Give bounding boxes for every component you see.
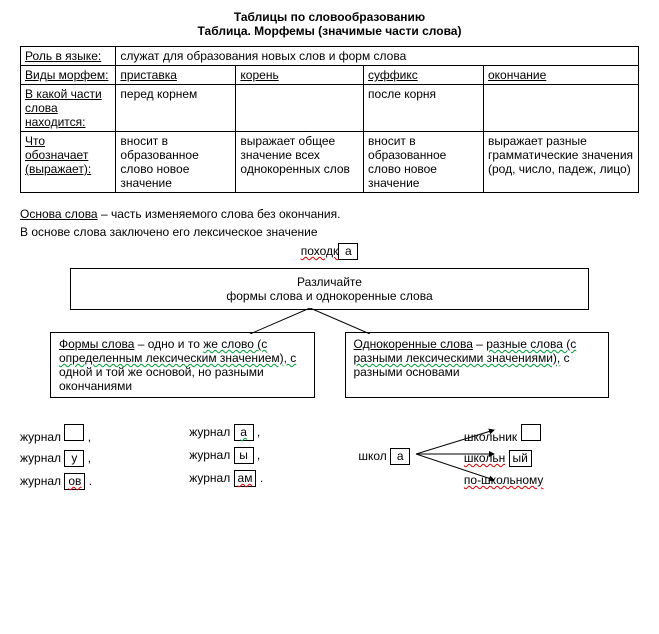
cell-r1c2: служат для образования новых слов и форм… [116, 47, 639, 66]
cell-r3c1: В какой части слова находится: [21, 85, 116, 132]
cell-r4c1: Что обозначает (выражает): [21, 132, 116, 193]
morpheme-table: Роль в языке: служат для образования нов… [20, 46, 639, 193]
cell-r2c2: приставка [116, 66, 236, 85]
cell-r2c3: корень [236, 66, 364, 85]
title-line2: Таблица. Морфемы (значимые части слова) [20, 24, 639, 38]
split-arrows [20, 310, 639, 332]
cell-r1c1: Роль в языке: [21, 47, 116, 66]
diagram-left-box: Формы слова – одно и то же слово (с опре… [50, 332, 315, 398]
cell-r2c4: суффикс [364, 66, 484, 85]
osnova-line2: В основе слова заключено его лексическое… [20, 225, 639, 239]
cell-r3c3 [236, 85, 364, 132]
example-pokhodka: походка [20, 243, 639, 260]
cell-r3c2: перед корнем [116, 85, 236, 132]
cell-r2c5: окончание [484, 66, 639, 85]
title-line1: Таблицы по словообразованию [20, 10, 639, 24]
cell-r3c4: после корня [364, 85, 484, 132]
cell-r4c4: вносит в образованное слово новое значен… [364, 132, 484, 193]
diagram-right-box: Однокоренные слова – разные слова (с раз… [345, 332, 610, 398]
osnova-line1: Основа слова – часть изменяемого слова б… [20, 207, 639, 221]
examples-row: журнал , журнал у , журнал ов . журнал а… [20, 418, 639, 496]
cell-r4c5: выражает разные грамматические значения … [484, 132, 639, 193]
cell-r2c1: Виды морфем: [21, 66, 116, 85]
cell-r4c3: выражает общее значение всех однокоренны… [236, 132, 364, 193]
cell-r4c2: вносит в образованное слово новое значен… [116, 132, 236, 193]
cell-r3c5 [484, 85, 639, 132]
diagram-top-box: Различайте формы слова и однокоренные сл… [70, 268, 589, 310]
